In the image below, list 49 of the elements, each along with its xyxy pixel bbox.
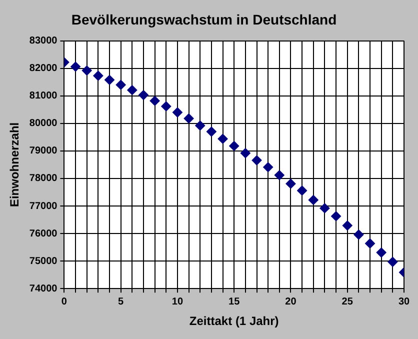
point <box>195 120 206 131</box>
point <box>161 101 172 112</box>
point <box>297 186 308 196</box>
point <box>116 80 126 90</box>
point <box>376 248 386 258</box>
point <box>331 211 342 222</box>
point <box>252 155 262 166</box>
point <box>82 66 92 76</box>
point <box>184 113 194 124</box>
point <box>388 256 398 267</box>
x-tick-label: 0 <box>61 296 68 308</box>
x-tick-label: 15 <box>228 296 240 308</box>
y-tick-label: 83000 <box>29 36 58 47</box>
point <box>93 70 104 81</box>
y-tick-label: 75000 <box>29 256 58 267</box>
point <box>206 126 216 137</box>
point <box>172 107 182 118</box>
point <box>286 178 296 189</box>
x-tick-label: 10 <box>172 296 184 308</box>
y-tick-label: 78000 <box>29 173 58 184</box>
chart-title: Bevölkerungswachstum in Deutschland <box>71 11 337 28</box>
point <box>365 238 376 248</box>
x-tick-label: 5 <box>118 296 124 308</box>
point <box>240 148 250 158</box>
point <box>218 134 228 144</box>
x-tick-label: 30 <box>398 296 410 308</box>
point <box>138 90 148 100</box>
point <box>354 230 364 240</box>
point <box>127 85 138 96</box>
x-axis-title: Zeittakt (1 Jahr) <box>189 314 279 328</box>
x-tick-label: 25 <box>342 296 354 308</box>
y-tick-label: 81000 <box>29 90 58 102</box>
point <box>274 170 284 180</box>
point <box>70 62 81 72</box>
point <box>104 74 115 85</box>
y-tick-label: 79000 <box>29 146 58 157</box>
point <box>320 203 330 214</box>
point <box>308 194 318 205</box>
point <box>263 162 274 172</box>
y-tick-label: 74000 <box>29 283 58 294</box>
x-tick-label: 20 <box>285 296 297 308</box>
point <box>229 140 240 151</box>
y-tick-label: 76000 <box>29 228 58 240</box>
y-tick-label: 77000 <box>29 200 58 212</box>
y-axis-title: Einwohnerzahl <box>8 122 22 208</box>
point <box>150 96 160 106</box>
point <box>342 220 352 231</box>
y-tick-label: 82000 <box>29 63 58 74</box>
y-tick-label: 80000 <box>29 118 58 130</box>
